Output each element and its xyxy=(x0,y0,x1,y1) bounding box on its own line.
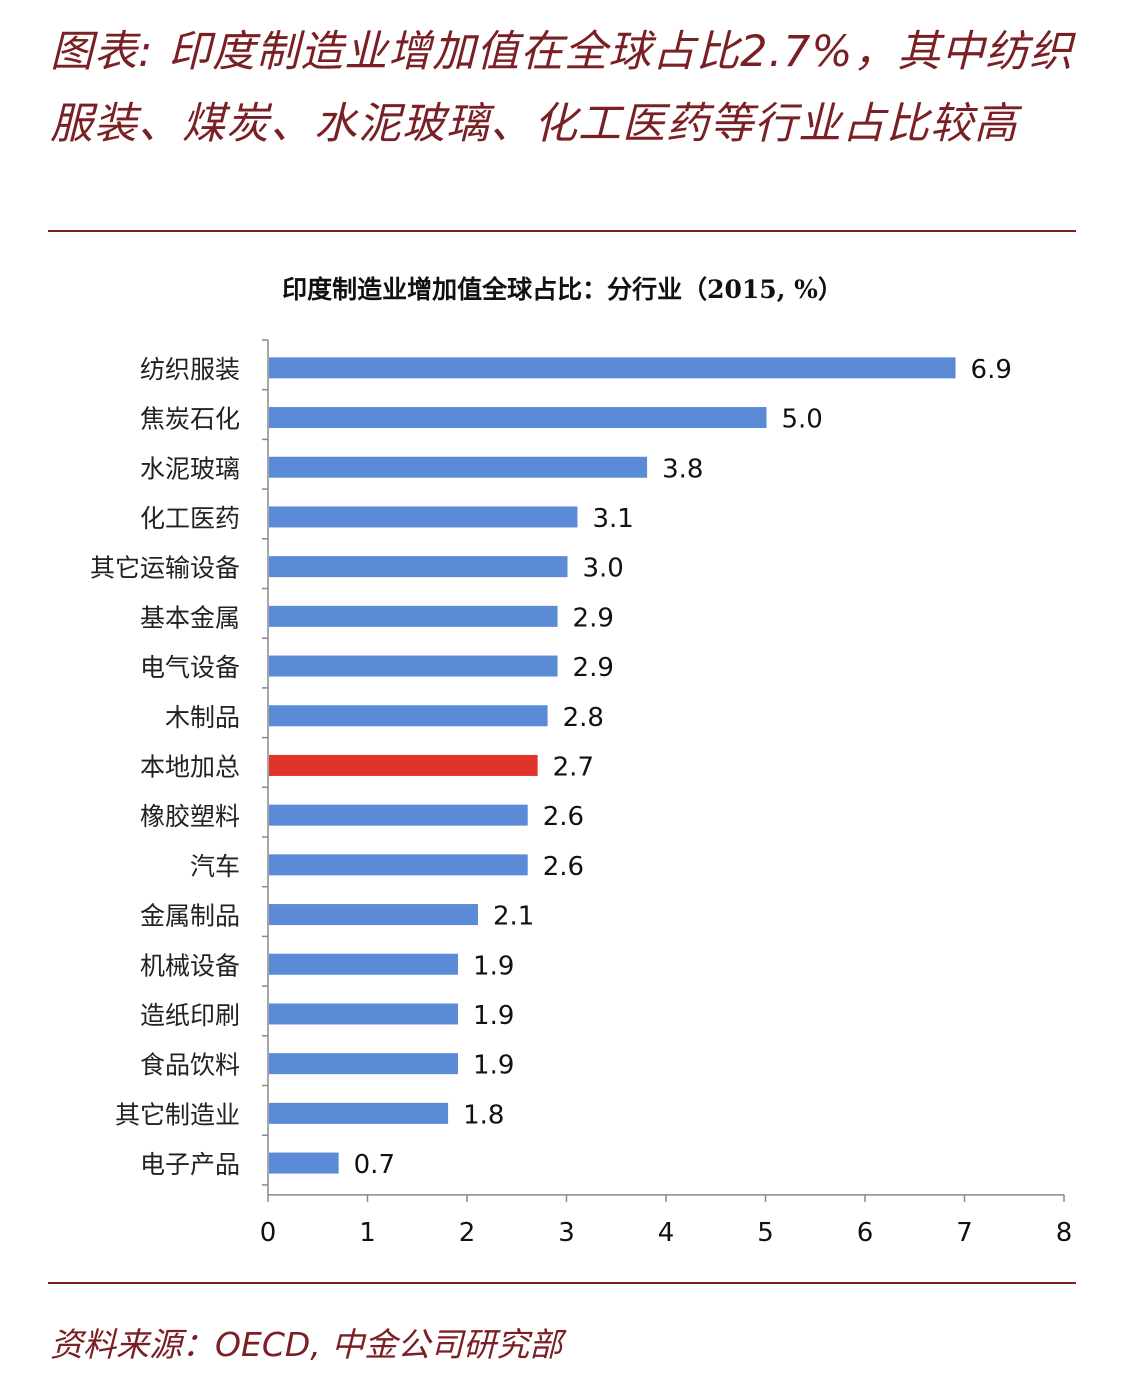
x-tick-label: 0 xyxy=(260,1218,277,1248)
bar xyxy=(269,754,538,776)
bar xyxy=(269,1053,459,1075)
bar-value-label: 3.0 xyxy=(583,554,624,584)
bar xyxy=(269,655,558,677)
bar-value-label: 2.8 xyxy=(563,703,604,733)
x-tick-label: 6 xyxy=(857,1218,874,1248)
bar-value-label: 1.9 xyxy=(473,951,514,981)
bar-value-label: 2.1 xyxy=(493,902,534,932)
category-label: 食品饮料 xyxy=(140,1051,240,1080)
bar-value-label: 1.9 xyxy=(473,1051,514,1081)
x-tick-label: 3 xyxy=(558,1218,575,1248)
bar xyxy=(269,854,528,876)
category-label: 化工医药 xyxy=(140,504,240,533)
category-label: 本地加总 xyxy=(140,752,240,781)
bar-value-label: 6.9 xyxy=(971,355,1012,385)
bar-value-label: 2.9 xyxy=(573,653,614,683)
category-label: 木制品 xyxy=(165,703,240,732)
source-note: 资料来源：OECD, 中金公司研究部 xyxy=(50,1325,563,1364)
category-label: 金属制品 xyxy=(140,902,240,931)
bar xyxy=(269,1102,449,1124)
bar-value-label: 3.8 xyxy=(662,454,703,484)
bar xyxy=(269,556,568,578)
category-label: 橡胶塑料 xyxy=(140,802,240,831)
category-label: 造纸印刷 xyxy=(140,1001,240,1030)
bar xyxy=(269,605,558,627)
bar xyxy=(269,804,528,826)
category-label: 电子产品 xyxy=(140,1150,240,1179)
x-tick-label: 7 xyxy=(956,1218,973,1248)
bar xyxy=(269,456,648,478)
source-divider xyxy=(48,1282,1076,1284)
chart-title: 印度制造业增加值全球占比：分行业（2015, %） xyxy=(282,275,843,304)
x-tick-label: 1 xyxy=(359,1218,376,1248)
x-tick-label: 4 xyxy=(658,1218,675,1248)
bar-value-label: 2.9 xyxy=(573,603,614,633)
bar xyxy=(269,1003,459,1025)
bar xyxy=(269,407,767,429)
bar xyxy=(269,705,548,727)
bar xyxy=(269,506,578,528)
bar-value-label: 2.6 xyxy=(543,852,584,882)
bar xyxy=(269,1152,339,1174)
category-label: 纺织服装 xyxy=(140,355,240,384)
x-tick-label: 8 xyxy=(1056,1218,1073,1248)
bar xyxy=(269,357,956,379)
bar-value-label: 1.8 xyxy=(463,1100,504,1130)
bar xyxy=(269,904,478,926)
bar-value-label: 3.1 xyxy=(592,504,633,534)
bar-chart: 0 1 2 3 4 5 6 7 8 6.9 纺织服装 5.0 焦炭石化 3.8 水泥玻璃 3.1 化工医药 3.0… xyxy=(90,339,1073,1248)
bar-value-label: 5.0 xyxy=(782,405,823,435)
figure-title: 图表: 印度制造业增加值在全球占比2.7%，其中纺织服装、煤炭、水泥玻璃、化工医… xyxy=(50,27,1074,149)
category-label: 其它制造业 xyxy=(115,1100,240,1129)
category-label: 水泥玻璃 xyxy=(140,454,240,483)
category-label: 机械设备 xyxy=(140,951,240,980)
x-tick-label: 2 xyxy=(459,1218,476,1248)
title-divider xyxy=(48,230,1076,232)
category-label: 其它运输设备 xyxy=(90,554,240,583)
bar-value-label: 2.6 xyxy=(543,802,584,832)
bar-value-label: 0.7 xyxy=(354,1150,395,1180)
category-label: 基本金属 xyxy=(140,603,240,632)
category-label: 汽车 xyxy=(190,852,240,881)
bar-value-label: 2.7 xyxy=(553,752,594,782)
bar-value-label: 1.9 xyxy=(473,1001,514,1031)
category-label: 焦炭石化 xyxy=(140,405,240,434)
bar xyxy=(269,953,459,975)
x-tick-label: 5 xyxy=(757,1218,774,1248)
category-label: 电气设备 xyxy=(140,653,240,682)
